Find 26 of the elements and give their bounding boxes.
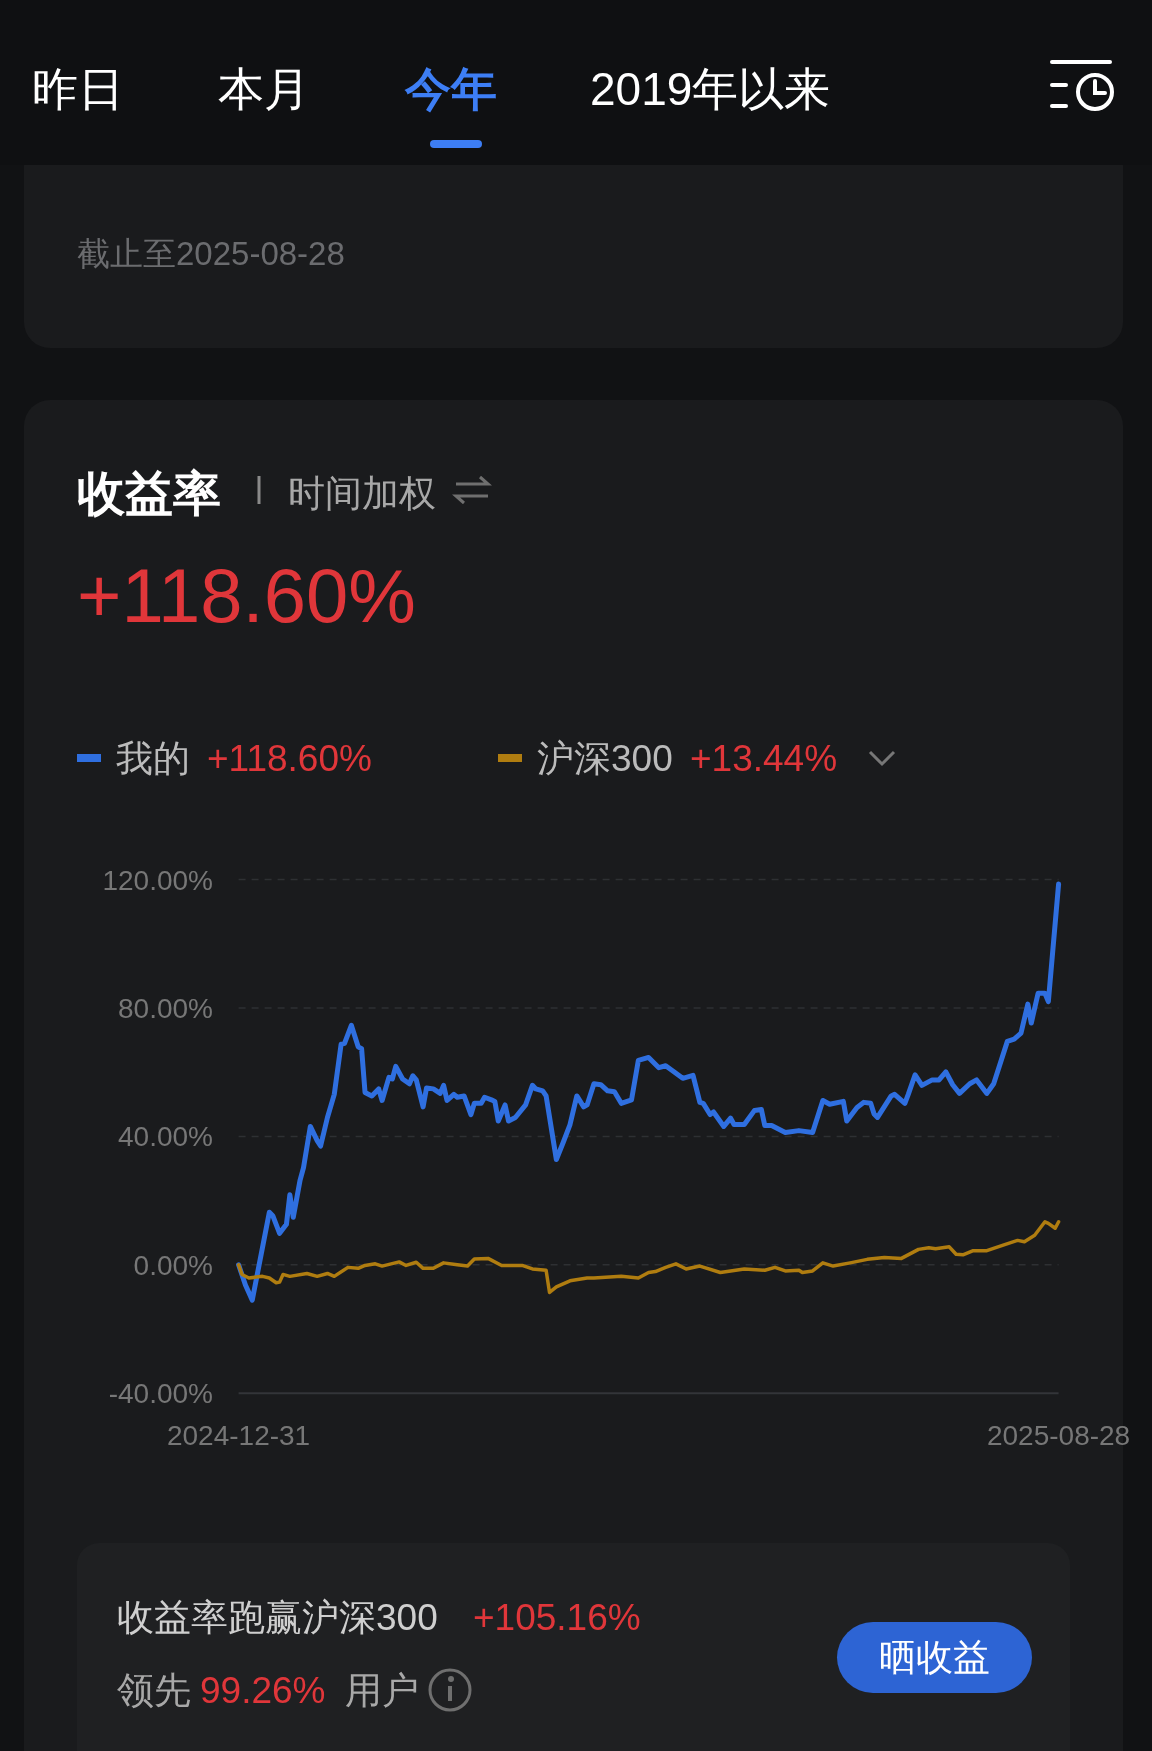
legend-label: 沪深300 bbox=[537, 738, 673, 779]
y-tick-label: 120.00% bbox=[102, 864, 213, 896]
chart-title: 收益率 bbox=[77, 467, 221, 520]
text: 截止至2025-08-28 bbox=[77, 235, 345, 272]
x-tick-label: 2024-12-31 bbox=[166, 1420, 311, 1451]
text: +118.60% bbox=[207, 738, 372, 779]
text: 领先 bbox=[117, 1670, 191, 1711]
text: 用户 bbox=[345, 1670, 419, 1711]
chart-subtitle: 时间加权 bbox=[288, 473, 436, 514]
text: 收益率跑赢沪深300 bbox=[117, 1597, 438, 1638]
line-series bbox=[236, 1220, 1061, 1295]
text: 晒收益 bbox=[878, 1637, 990, 1678]
y-tick-label: 40.00% bbox=[118, 1121, 213, 1153]
x-tick-label: 2025-08-28 bbox=[986, 1420, 1131, 1451]
legend-label: 我的 bbox=[116, 738, 190, 779]
text: +118.60% bbox=[77, 553, 416, 638]
text: 99.26% bbox=[200, 1670, 326, 1711]
y-tick-label: 0.00% bbox=[133, 1249, 213, 1281]
text: +105.16% bbox=[473, 1597, 641, 1638]
text: +13.44% bbox=[690, 738, 838, 779]
y-tick-label: 80.00% bbox=[118, 993, 213, 1024]
text: 本月 bbox=[218, 63, 310, 115]
y-tick-label: -40.00% bbox=[108, 1378, 213, 1410]
text: 昨日 bbox=[32, 63, 124, 115]
text: 今年 bbox=[404, 63, 497, 115]
text: 2019年以来 bbox=[590, 63, 831, 115]
